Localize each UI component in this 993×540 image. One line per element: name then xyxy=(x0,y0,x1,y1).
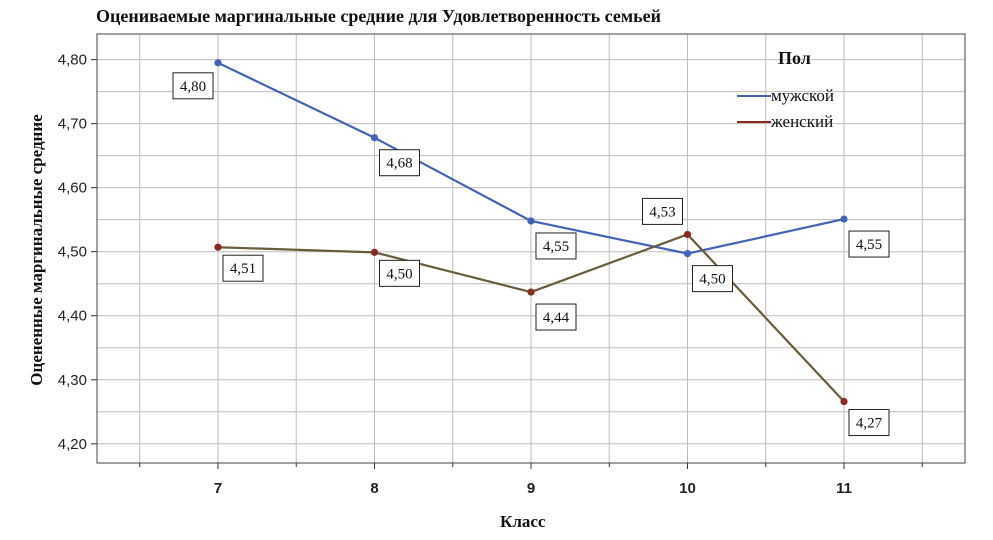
chart-title: Оцениваемые маргинальные средние для Удо… xyxy=(96,6,661,26)
data-label: 4,53 xyxy=(649,204,675,220)
legend-label-female: женский xyxy=(771,112,834,131)
data-label-box xyxy=(642,197,683,225)
x-tick-label: 11 xyxy=(836,480,852,497)
data-point-male xyxy=(840,215,848,223)
data-point-female xyxy=(370,248,379,256)
data-label-box xyxy=(535,303,577,331)
y-axis-label: Оцененные маргинальные средние xyxy=(27,114,46,386)
legend-title: Пол xyxy=(778,48,811,68)
data-label-box xyxy=(692,265,733,293)
data-label: 4,27 xyxy=(856,416,883,432)
legend-swatch-female xyxy=(737,121,771,123)
data-label-box xyxy=(172,72,214,100)
x-tick-label: 7 xyxy=(214,480,222,497)
y-tick-label: 4,40 xyxy=(58,308,87,325)
legend-swatch-male xyxy=(737,95,771,97)
x-tick-label: 8 xyxy=(370,480,378,497)
data-label-box xyxy=(848,230,890,258)
x-tick-label: 10 xyxy=(679,480,696,497)
data-label: 4,55 xyxy=(856,237,882,253)
grid xyxy=(97,34,965,463)
data-label-box xyxy=(848,409,890,437)
data-point-male xyxy=(370,134,379,142)
x-tick-label: 9 xyxy=(527,480,535,497)
legend-label-male: мужской xyxy=(771,86,835,105)
data-label-box xyxy=(379,259,420,287)
data-point-male xyxy=(214,59,222,67)
y-tick-label: 4,70 xyxy=(58,116,87,133)
data-point-female xyxy=(527,288,535,296)
data-labels: 4,80 4,68 4,55 4,50 4,55 4,51 4,50 4,44 4,53 4,27 xyxy=(172,72,890,437)
axes: 4,20 4,30 4,40 4,50 4,60 4,70 4,80 7 8 9 10 11 xyxy=(58,52,923,497)
data-label: 4,55 xyxy=(543,239,569,255)
y-tick-label: 4,80 xyxy=(58,52,87,69)
data-point-male xyxy=(683,250,692,258)
data-label: 4,44 xyxy=(543,310,570,326)
data-label-box xyxy=(222,254,264,282)
y-tick-label: 4,30 xyxy=(58,372,87,389)
data-label-box xyxy=(379,149,420,177)
data-label: 4,68 xyxy=(386,156,412,172)
y-tick-label: 4,50 xyxy=(58,244,87,261)
data-label: 4,80 xyxy=(180,79,206,95)
data-point-female xyxy=(840,397,848,406)
data-point-female xyxy=(214,243,222,251)
data-point-female xyxy=(683,230,692,239)
data-label: 4,51 xyxy=(230,261,256,277)
y-tick-label: 4,20 xyxy=(58,436,87,453)
data-label: 4,50 xyxy=(386,266,412,282)
data-label-box xyxy=(535,232,577,260)
data-label: 4,50 xyxy=(699,272,725,288)
x-axis-label: Класс xyxy=(500,512,546,531)
data-point-male xyxy=(527,217,535,225)
y-tick-label: 4,60 xyxy=(58,180,87,197)
series-points xyxy=(214,59,848,406)
